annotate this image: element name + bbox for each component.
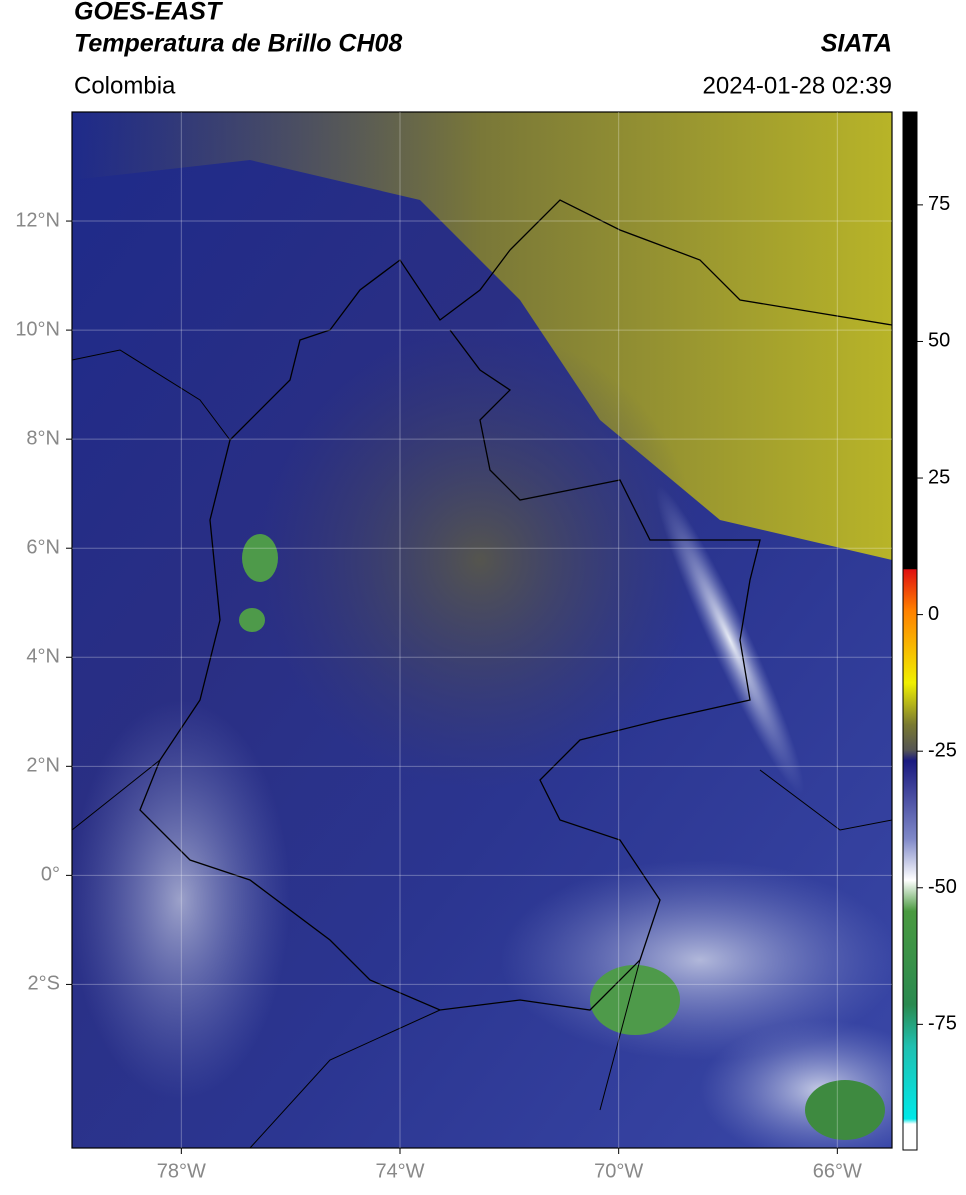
lon-tick-label: 70°W: [594, 1160, 643, 1182]
lat-tick-label: 6°N: [26, 536, 60, 558]
title: GOES-EAST: [74, 0, 224, 26]
colorbar-tick-label: -75: [928, 1013, 957, 1035]
colorbar-tick-label: 25: [928, 466, 950, 488]
satellite-image: [72, 112, 892, 1148]
title: Temperatura de Brillo CH08: [74, 30, 402, 58]
lat-tick-label: 2°N: [26, 755, 60, 777]
colorbar-tick-label: -50: [928, 876, 957, 898]
colorbar-tick-label: 50: [928, 330, 950, 352]
colorbar-tick-label: 0: [928, 603, 939, 625]
source: SIATA: [821, 30, 892, 58]
map-frame: [71, 111, 893, 1149]
lat-tick-label: 12°N: [15, 209, 60, 231]
lat-tick-label: 2°S: [28, 973, 60, 995]
lat-tick-label: 4°N: [26, 646, 60, 668]
lat-tick-label: 10°N: [15, 318, 60, 340]
lon-tick-label: 66°W: [813, 1160, 862, 1182]
lat-tick-label: 0°: [41, 864, 60, 886]
colorbar: [902, 111, 918, 1151]
colorbar-tick-label: -25: [928, 739, 957, 761]
lon-tick-label: 78°W: [157, 1160, 206, 1182]
lat-tick-label: 8°N: [26, 427, 60, 449]
region: Colombia: [74, 72, 176, 99]
lon-tick-label: 74°W: [375, 1160, 424, 1182]
colorbar-tick-label: 75: [928, 193, 950, 215]
datetime: 2024-01-28 02:39: [703, 72, 893, 99]
